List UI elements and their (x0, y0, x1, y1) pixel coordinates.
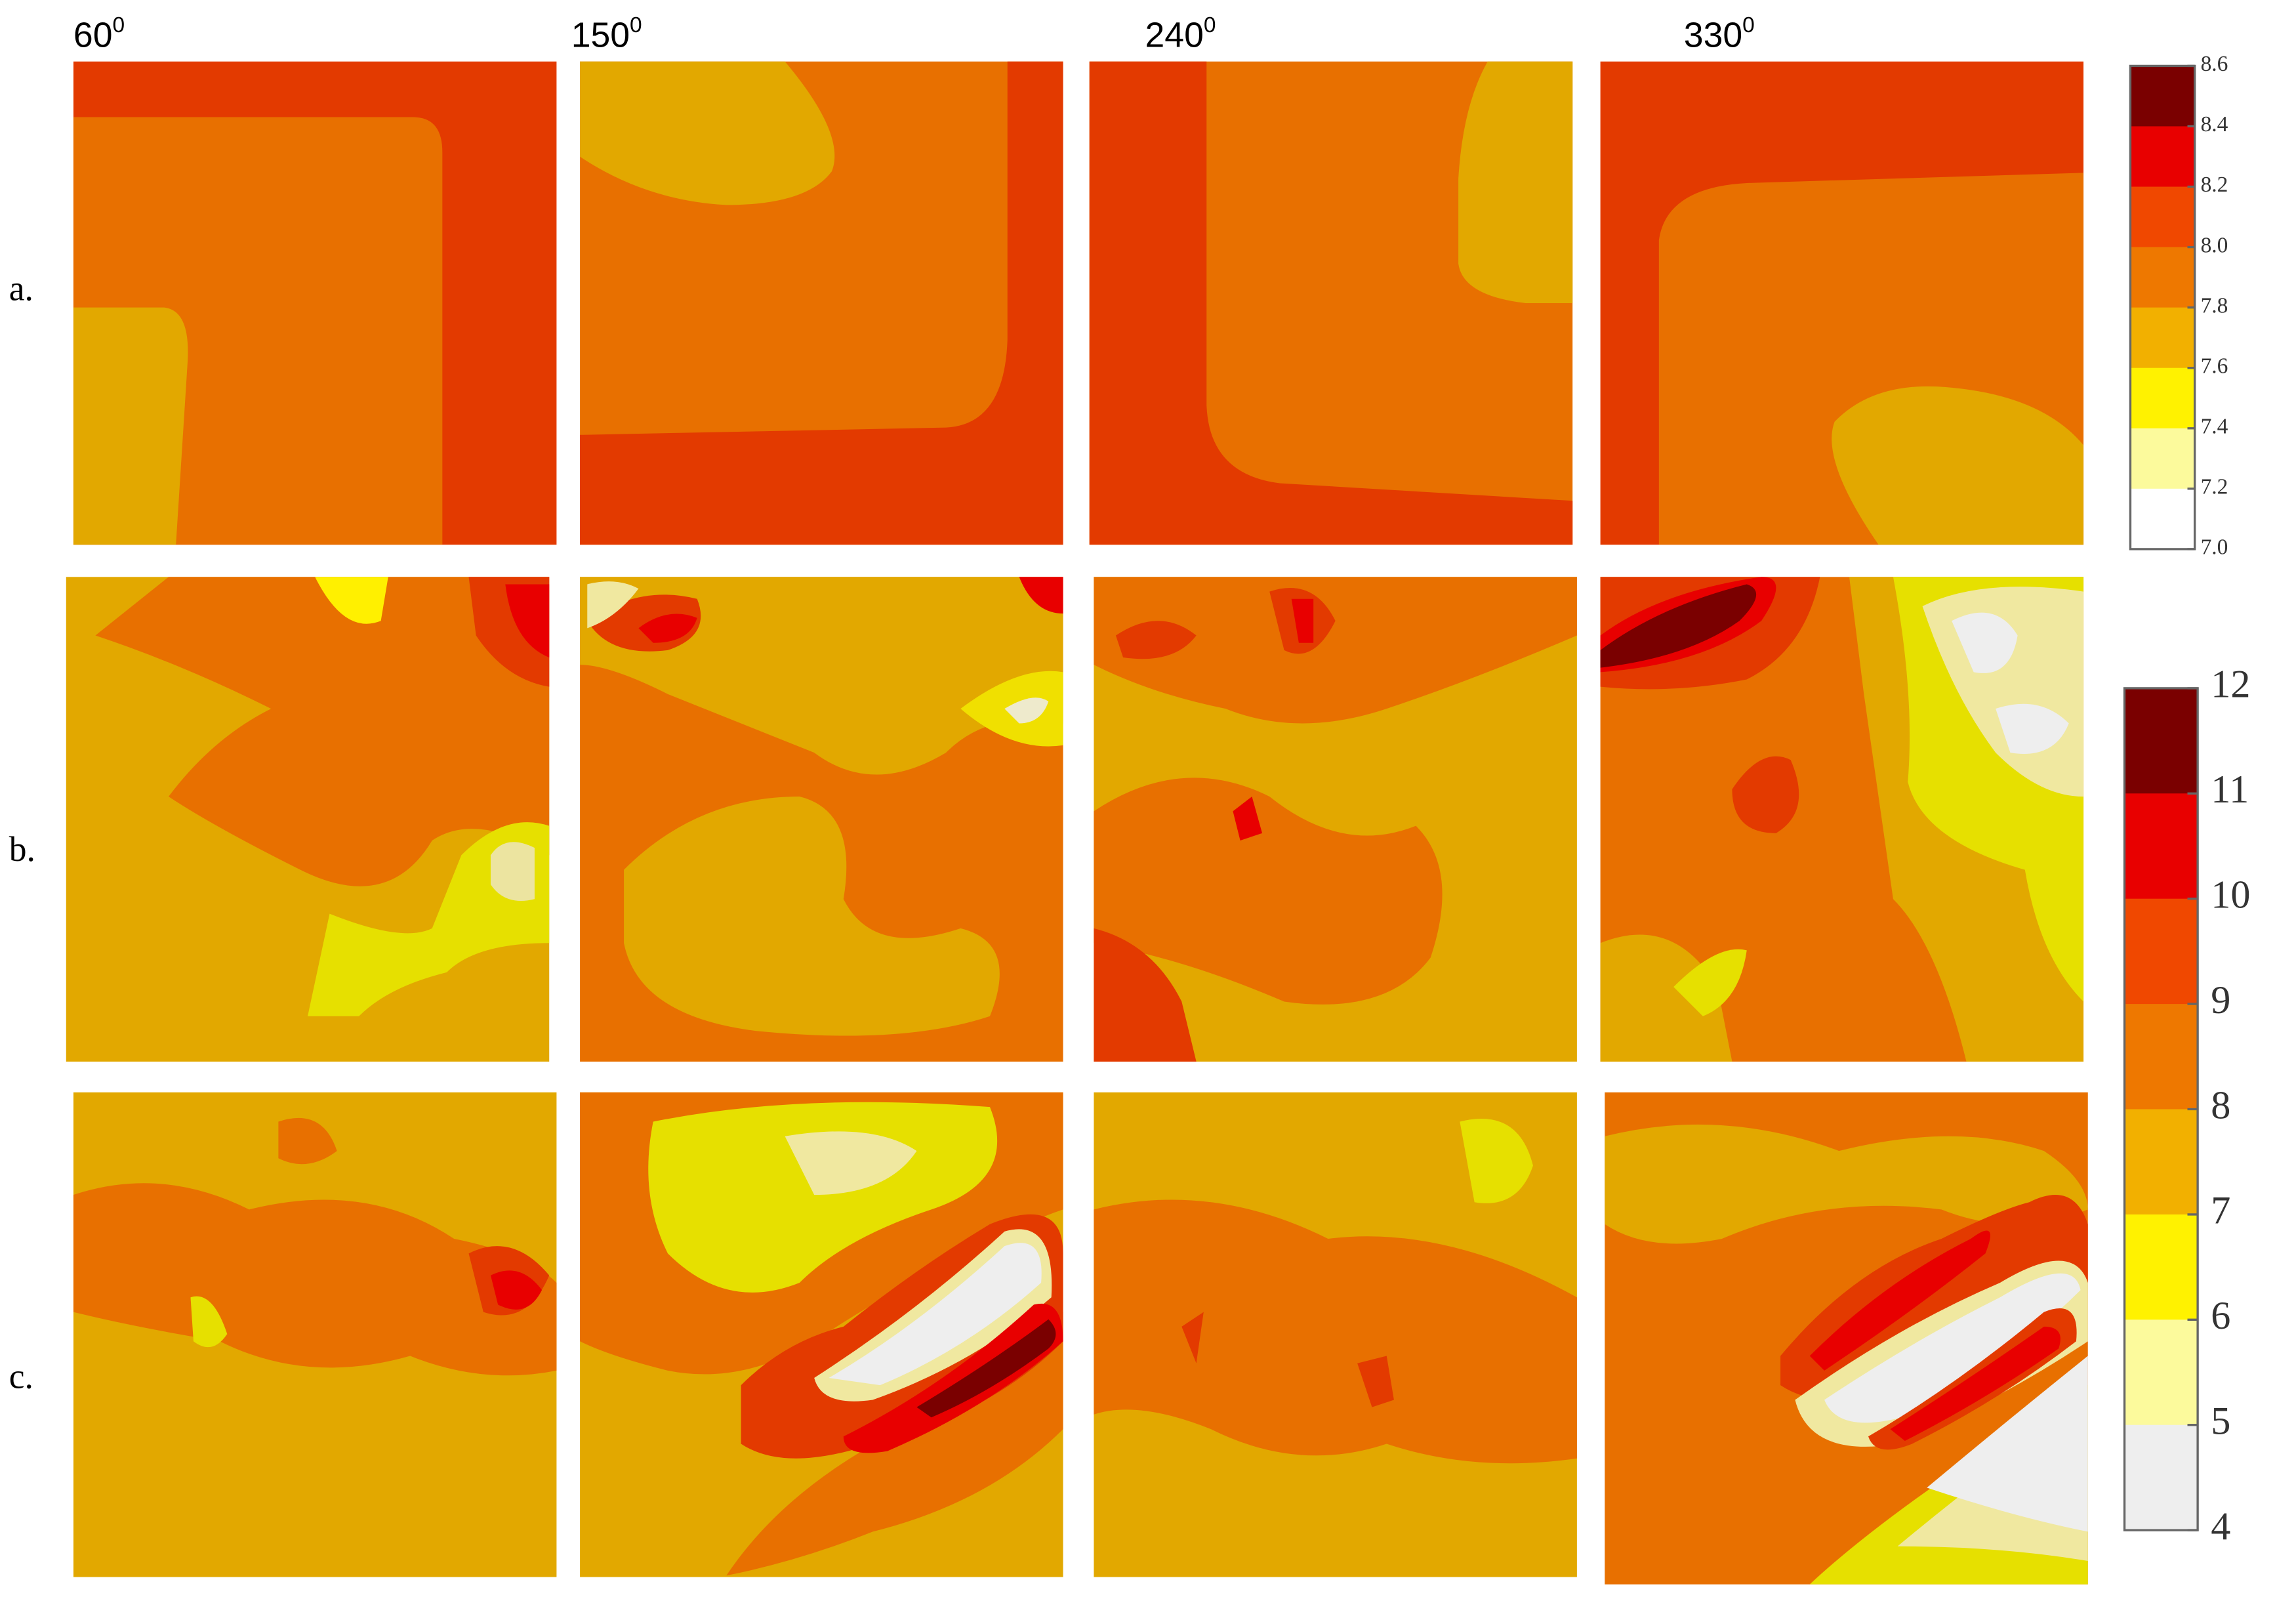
colorbar-tick-label: 8 (2211, 1083, 2230, 1127)
colorbar-tick-label: 7.4 (2201, 414, 2228, 438)
colorbar-tick-label: 11 (2211, 768, 2249, 812)
contour-panel (1089, 61, 1573, 545)
colorbar-band (2124, 1319, 2198, 1426)
colorbar-tick-label: 7.6 (2201, 354, 2228, 378)
column-label: 3300 (1684, 13, 1755, 54)
column-label: 1500 (571, 13, 642, 54)
row-label: c. (9, 1357, 33, 1396)
row-label: b. (9, 829, 35, 869)
colorbar-tick-label: 8.2 (2201, 173, 2228, 197)
colorbar-band (2124, 898, 2198, 1005)
contour-panel (73, 61, 557, 545)
colorbar-band (2130, 428, 2195, 489)
colorbar-band (2130, 126, 2195, 188)
colorbar-band (2130, 186, 2195, 248)
contour-panel (1094, 577, 1577, 1062)
colorbar-band (2124, 1214, 2198, 1321)
colorbar: 8.6 8.4 8.2 8.0 7.8 7.6 7.4 7.2 7.0 (2129, 52, 2228, 560)
colorbar-tick-label: 8.0 (2201, 233, 2228, 257)
colorbar-band (2130, 66, 2195, 127)
column-label: 2400 (1145, 13, 1216, 54)
colorbar-band (2124, 1109, 2198, 1216)
colorbar-tick-label: 7 (2211, 1189, 2230, 1233)
colorbar-tick-label: 12 (2211, 663, 2250, 707)
contour-panel (1600, 61, 2084, 545)
colorbar-tick-label: 10 (2211, 873, 2250, 917)
column-label: 600 (73, 13, 125, 54)
contour-panel (580, 577, 1063, 1062)
colorbar-band (2124, 1424, 2198, 1531)
contour-panel (66, 577, 550, 1062)
contour-panel (1600, 577, 2084, 1062)
colorbar: 12 11 10 9 8 7 6 5 4 (2123, 663, 2250, 1548)
colorbar-band (2124, 1004, 2198, 1110)
colorbar-tick-label: 5 (2211, 1400, 2230, 1443)
contour-panel (1605, 1092, 2088, 1585)
contour-panel (1094, 1092, 1577, 1577)
contour-panel (580, 61, 1063, 545)
colorbar-tick-label: 4 (2211, 1505, 2230, 1548)
column-labels: 600 1500 2400 3300 (73, 13, 1755, 54)
row-label: a. (9, 268, 33, 308)
colorbar-band (2130, 307, 2195, 369)
colorbar-tick-label: 8.4 (2201, 112, 2228, 136)
colorbar-tick-label: 9 (2211, 978, 2230, 1022)
colorbar-band (2130, 247, 2195, 308)
colorbar-band (2124, 793, 2198, 900)
colorbar-band (2130, 367, 2195, 429)
colorbar-tick-label: 7.0 (2201, 535, 2228, 560)
contour-panel (580, 1092, 1063, 1577)
colorbar-band (2124, 688, 2198, 795)
colorbar-tick-label: 6 (2211, 1294, 2230, 1338)
colorbar-tick-label: 7.2 (2201, 475, 2228, 499)
colorbar-band (2130, 488, 2195, 550)
colorbar-tick-label: 8.6 (2201, 52, 2228, 76)
colorbar-tick-label: 7.8 (2201, 293, 2228, 318)
contour-panel (73, 1092, 557, 1577)
